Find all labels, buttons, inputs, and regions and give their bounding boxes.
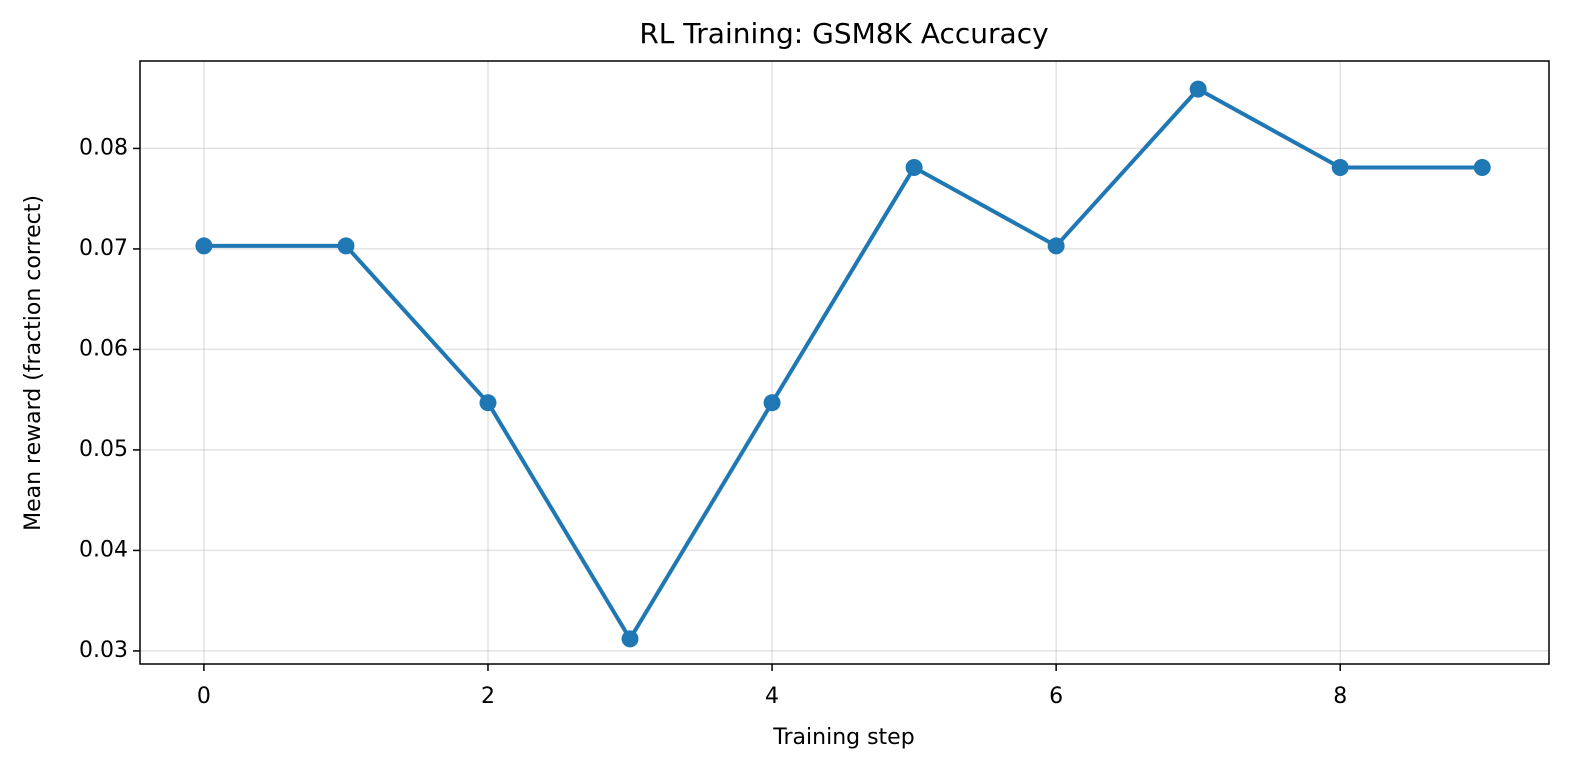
chart-title: RL Training: GSM8K Accuracy: [639, 17, 1048, 50]
x-tick-label: 2: [481, 684, 495, 709]
data-point: [1473, 159, 1491, 177]
x-tick-label: 0: [197, 684, 211, 709]
data-point: [621, 630, 639, 648]
y-tick-label: 0.08: [79, 135, 128, 160]
y-axis-label: Mean reward (fraction correct): [21, 195, 46, 531]
series-line: [203, 87, 1483, 641]
data-point: [1047, 237, 1065, 255]
y-tick-label: 0.07: [79, 236, 128, 261]
x-tick-label: 6: [1049, 684, 1063, 709]
data-point: [337, 237, 355, 255]
x-tick-label: 8: [1333, 684, 1347, 709]
plot-frame: [139, 60, 1550, 665]
data-point: [905, 159, 923, 177]
data-point: [1331, 159, 1349, 177]
data-point: [763, 394, 781, 412]
y-tick-label: 0.04: [79, 537, 128, 562]
data-point: [1189, 80, 1207, 98]
x-tick-label: 4: [765, 684, 779, 709]
data-point: [479, 394, 497, 412]
x-axis-label: Training step: [772, 725, 914, 750]
y-tick-label: 0.03: [79, 638, 128, 663]
y-tick-label: 0.05: [79, 437, 128, 462]
y-tick-label: 0.06: [79, 336, 128, 361]
data-point: [195, 237, 213, 255]
